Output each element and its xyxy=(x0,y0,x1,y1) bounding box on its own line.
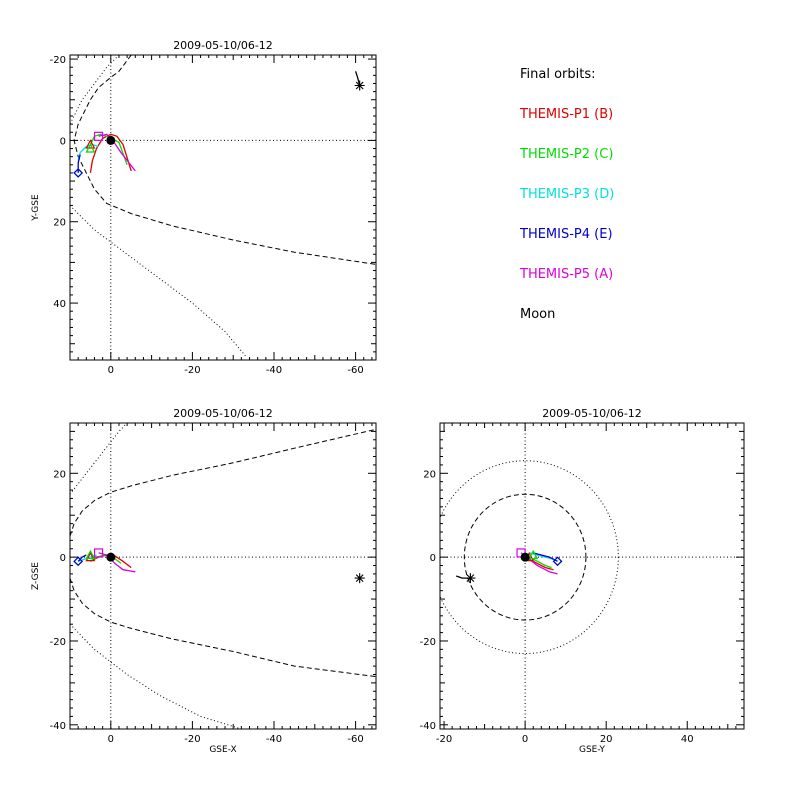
x-tick-label: 40 xyxy=(681,734,694,745)
chart-title: 2009-05-10/06-12 xyxy=(173,39,273,52)
x-tick-label: -20 xyxy=(184,365,200,376)
moon-marker xyxy=(354,80,365,91)
y-tick-label: -40 xyxy=(420,721,436,732)
marker-themis-p5-a- xyxy=(93,548,104,558)
x-tick-label: -40 xyxy=(266,365,282,376)
marker-themis-p2-c- xyxy=(85,143,96,153)
x-tick-label: 0 xyxy=(522,734,528,745)
earth-marker xyxy=(520,552,530,562)
boundary-curve-3 xyxy=(70,623,242,729)
chart-title: 2009-05-10/06-12 xyxy=(542,407,642,420)
y-tick-label: -20 xyxy=(50,55,66,66)
y-tick-label: -40 xyxy=(50,721,66,732)
marker-themis-p5-a- xyxy=(93,131,104,141)
y-tick-label: 0 xyxy=(60,136,66,147)
legend-item-p1: THEMIS-P1 (B) xyxy=(520,107,614,122)
moon-track xyxy=(354,71,361,86)
x-tick-label: -60 xyxy=(347,734,363,745)
legend-item-p2: THEMIS-P2 (C) xyxy=(520,147,614,162)
marker-themis-p2-c- xyxy=(528,549,539,560)
boundary-curve-2 xyxy=(70,577,376,678)
x-tick-label: 0 xyxy=(108,365,114,376)
y-tick-label: 0 xyxy=(430,553,436,564)
marker-themis-p4-e- xyxy=(552,556,563,567)
marker-themis-p4-e- xyxy=(73,168,84,178)
panel-xz: 0 -20 -40 -60 -40 -20 0 20 2009-05-10/06-12 GSE-X… xyxy=(31,407,377,755)
boundary-circle-0 xyxy=(463,493,587,621)
boundary-curve-1 xyxy=(70,55,120,125)
orbit-themis-p4-e- xyxy=(77,554,87,562)
legend-item-p3: THEMIS-P3 (D) xyxy=(520,187,615,202)
plot-area-xz xyxy=(70,423,376,729)
y-axis-label: Z-GSE xyxy=(31,562,41,590)
orbit-themis-p5-a- xyxy=(98,552,136,573)
legend-item-moon: Moon xyxy=(520,307,556,322)
axes-frame-yz xyxy=(439,422,745,730)
boundary-curve-0 xyxy=(73,55,376,265)
marker-themis-p1-b- xyxy=(85,551,96,562)
x-tick-label: -60 xyxy=(347,365,363,376)
x-tick-label: -20 xyxy=(184,734,200,745)
earth-marker xyxy=(106,135,116,145)
moon-marker xyxy=(465,573,476,584)
marker-themis-p1-b- xyxy=(85,139,96,149)
chart-title: 2009-05-10/06-12 xyxy=(173,407,273,420)
plot-area-yz xyxy=(440,423,744,729)
boundary-circle-1 xyxy=(440,460,619,655)
legend-title: Final orbits: xyxy=(520,67,596,82)
marker-themis-p3-d- xyxy=(552,556,563,567)
moon-marker xyxy=(354,573,365,584)
panel-xy: 0 -20 -40 -60 -20 0 20 40 2009-05-10/06-12 Y-GSE xyxy=(31,39,377,376)
boundary-curve-0 xyxy=(70,428,376,537)
marker-themis-p2-c- xyxy=(85,549,96,560)
y-tick-label: 0 xyxy=(60,553,66,564)
y-tick-label: -20 xyxy=(420,637,436,648)
x-axis-label: GSE-X xyxy=(209,745,236,755)
boundary-curve-2 xyxy=(70,205,246,357)
y-tick-label: -20 xyxy=(50,637,66,648)
legend-item-p5: THEMIS-P5 (A) xyxy=(520,267,614,282)
legend: Final orbits: THEMIS-P1 (B) THEMIS-P2 (C… xyxy=(520,66,720,346)
y-axis-label: Y-GSE xyxy=(31,194,41,222)
marker-themis-p4-e- xyxy=(73,556,84,567)
x-tick-label: 0 xyxy=(108,734,114,745)
axes-frame-xz xyxy=(69,422,377,730)
x-tick-label: -20 xyxy=(436,734,452,745)
axes-frame-xy xyxy=(69,54,377,361)
boundary-curve-1 xyxy=(70,423,128,495)
x-axis-label: GSE-Y xyxy=(579,745,606,755)
plot-area-xy xyxy=(70,55,376,360)
x-tick-label: -40 xyxy=(266,734,282,745)
y-tick-label: 20 xyxy=(53,469,66,480)
earth-marker xyxy=(106,552,116,562)
y-tick-label: 20 xyxy=(53,218,66,229)
orbit-themis-p4-e- xyxy=(533,552,558,562)
x-tick-label: 20 xyxy=(600,734,613,745)
y-tick-label: 40 xyxy=(53,299,66,310)
y-tick-label: 20 xyxy=(423,469,436,480)
legend-item-p4: THEMIS-P4 (E) xyxy=(520,227,613,242)
